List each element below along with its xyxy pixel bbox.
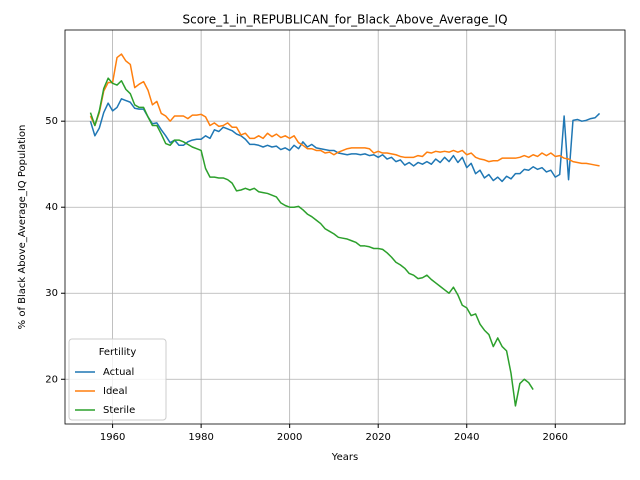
x-tick-label: 1980 — [188, 432, 213, 443]
y-tick-label: 20 — [45, 374, 58, 385]
legend-label: Actual — [103, 367, 134, 378]
x-tick-label: 2040 — [454, 432, 479, 443]
plot-frame — [64, 29, 626, 425]
legend-label: Ideal — [103, 386, 127, 397]
y-tick-label: 50 — [45, 116, 58, 127]
y-tick-label: 30 — [45, 288, 58, 299]
chart-title: Score_1_in_REPUBLICAN_for_Black_Above_Av… — [182, 13, 507, 27]
y-tick-label: 40 — [45, 202, 58, 213]
x-axis-label: Years — [331, 452, 358, 463]
y-axis-label: % of Black Above_Average_IQ Population — [17, 125, 28, 330]
x-tick-label: 1960 — [100, 432, 125, 443]
x-tick-label: 2000 — [277, 432, 302, 443]
legend: Fertility Actual Ideal Sterile — [68, 338, 167, 421]
data-line — [89, 77, 534, 407]
legend-label: Sterile — [103, 405, 135, 416]
data-line — [89, 98, 601, 183]
x-tick-label: 2020 — [365, 432, 390, 443]
legend-title: Fertility — [99, 347, 137, 358]
data-line — [89, 53, 600, 167]
legend-box — [68, 338, 167, 421]
x-tick-label: 2060 — [543, 432, 568, 443]
